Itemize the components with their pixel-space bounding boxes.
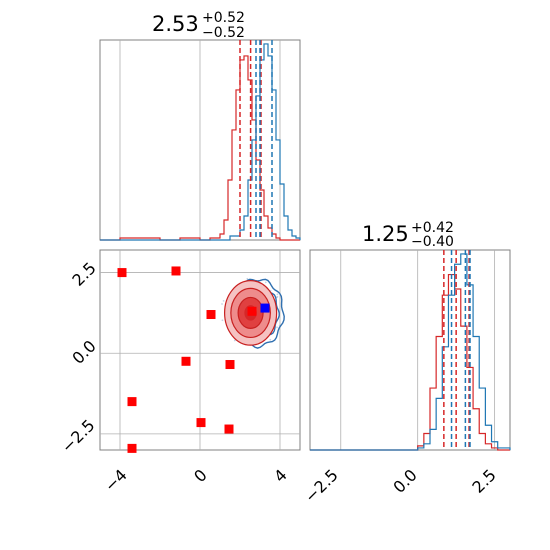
bottom-right-panel: 1.25 +0.42 −0.40: [309, 220, 511, 451]
red-square-marker: [181, 356, 191, 366]
sample-dot: [269, 338, 272, 341]
top-left-title-plus: +0.52: [202, 10, 245, 26]
sample-dot: [264, 281, 267, 284]
x2-tick-label-0p0: 0.0: [389, 465, 420, 496]
bottom-left-x-tick-labels: −4 0 4: [101, 465, 291, 495]
red-square-marker: [127, 443, 137, 453]
bottom-right-title-minus: −0.40: [411, 234, 454, 250]
bottom-right-title-value: 1.25: [362, 222, 409, 246]
x2-tick-label-2p5: 2.5: [468, 465, 499, 496]
red-square-marker: [225, 360, 235, 370]
top-left-histograms: [100, 40, 301, 241]
histogram-series-1: [310, 253, 511, 451]
y-tick-label-0p0: 0.0: [68, 336, 99, 367]
blue-square-marker: [260, 303, 270, 313]
red-square-marker: [117, 268, 127, 278]
top-left-title-value: 2.53: [152, 12, 199, 36]
sample-dot: [222, 299, 225, 302]
histogram-series-1: [100, 43, 301, 241]
sample-dot: [233, 339, 236, 342]
sample-dot: [221, 303, 223, 305]
bottom-right-histograms: [310, 250, 511, 451]
red-square-marker: [171, 266, 181, 276]
x-tick-label-0: 0: [190, 465, 211, 486]
red-square-marker: [206, 310, 216, 320]
red-square-marker: [247, 306, 257, 316]
histogram-series-0: [310, 273, 510, 451]
bottom-right-panel-frame: [309, 249, 511, 451]
x2-tick-label-neg2p5: −2.5: [301, 465, 342, 506]
sample-dot: [276, 295, 279, 298]
bottom-left-y-tick-labels: 2.5 0.0 −2.5: [58, 258, 100, 456]
bottom-right-title-plus: +0.42: [411, 220, 454, 236]
top-left-title-minus: −0.52: [202, 25, 245, 41]
red-square-marker: [127, 397, 137, 407]
sample-dot: [276, 326, 278, 329]
y-tick-label-neg2p5: −2.5: [58, 416, 99, 457]
sample-dot: [246, 277, 249, 280]
sample-dot: [276, 293, 279, 296]
red-square-marker: [224, 424, 234, 434]
bottom-right-x-tick-labels: −2.5 0.0 2.5: [301, 465, 500, 506]
bottom-left-panel: [99, 249, 301, 453]
x-tick-label-4: 4: [270, 465, 291, 486]
bottom-left-scatter: [100, 250, 300, 453]
red-square-marker: [196, 418, 206, 428]
top-left-panel: 2.53 +0.52 −0.52: [99, 10, 301, 241]
x-tick-label-neg4: −4: [101, 465, 131, 495]
sample-dot: [221, 319, 224, 322]
y-tick-label-2p5: 2.5: [68, 258, 99, 289]
